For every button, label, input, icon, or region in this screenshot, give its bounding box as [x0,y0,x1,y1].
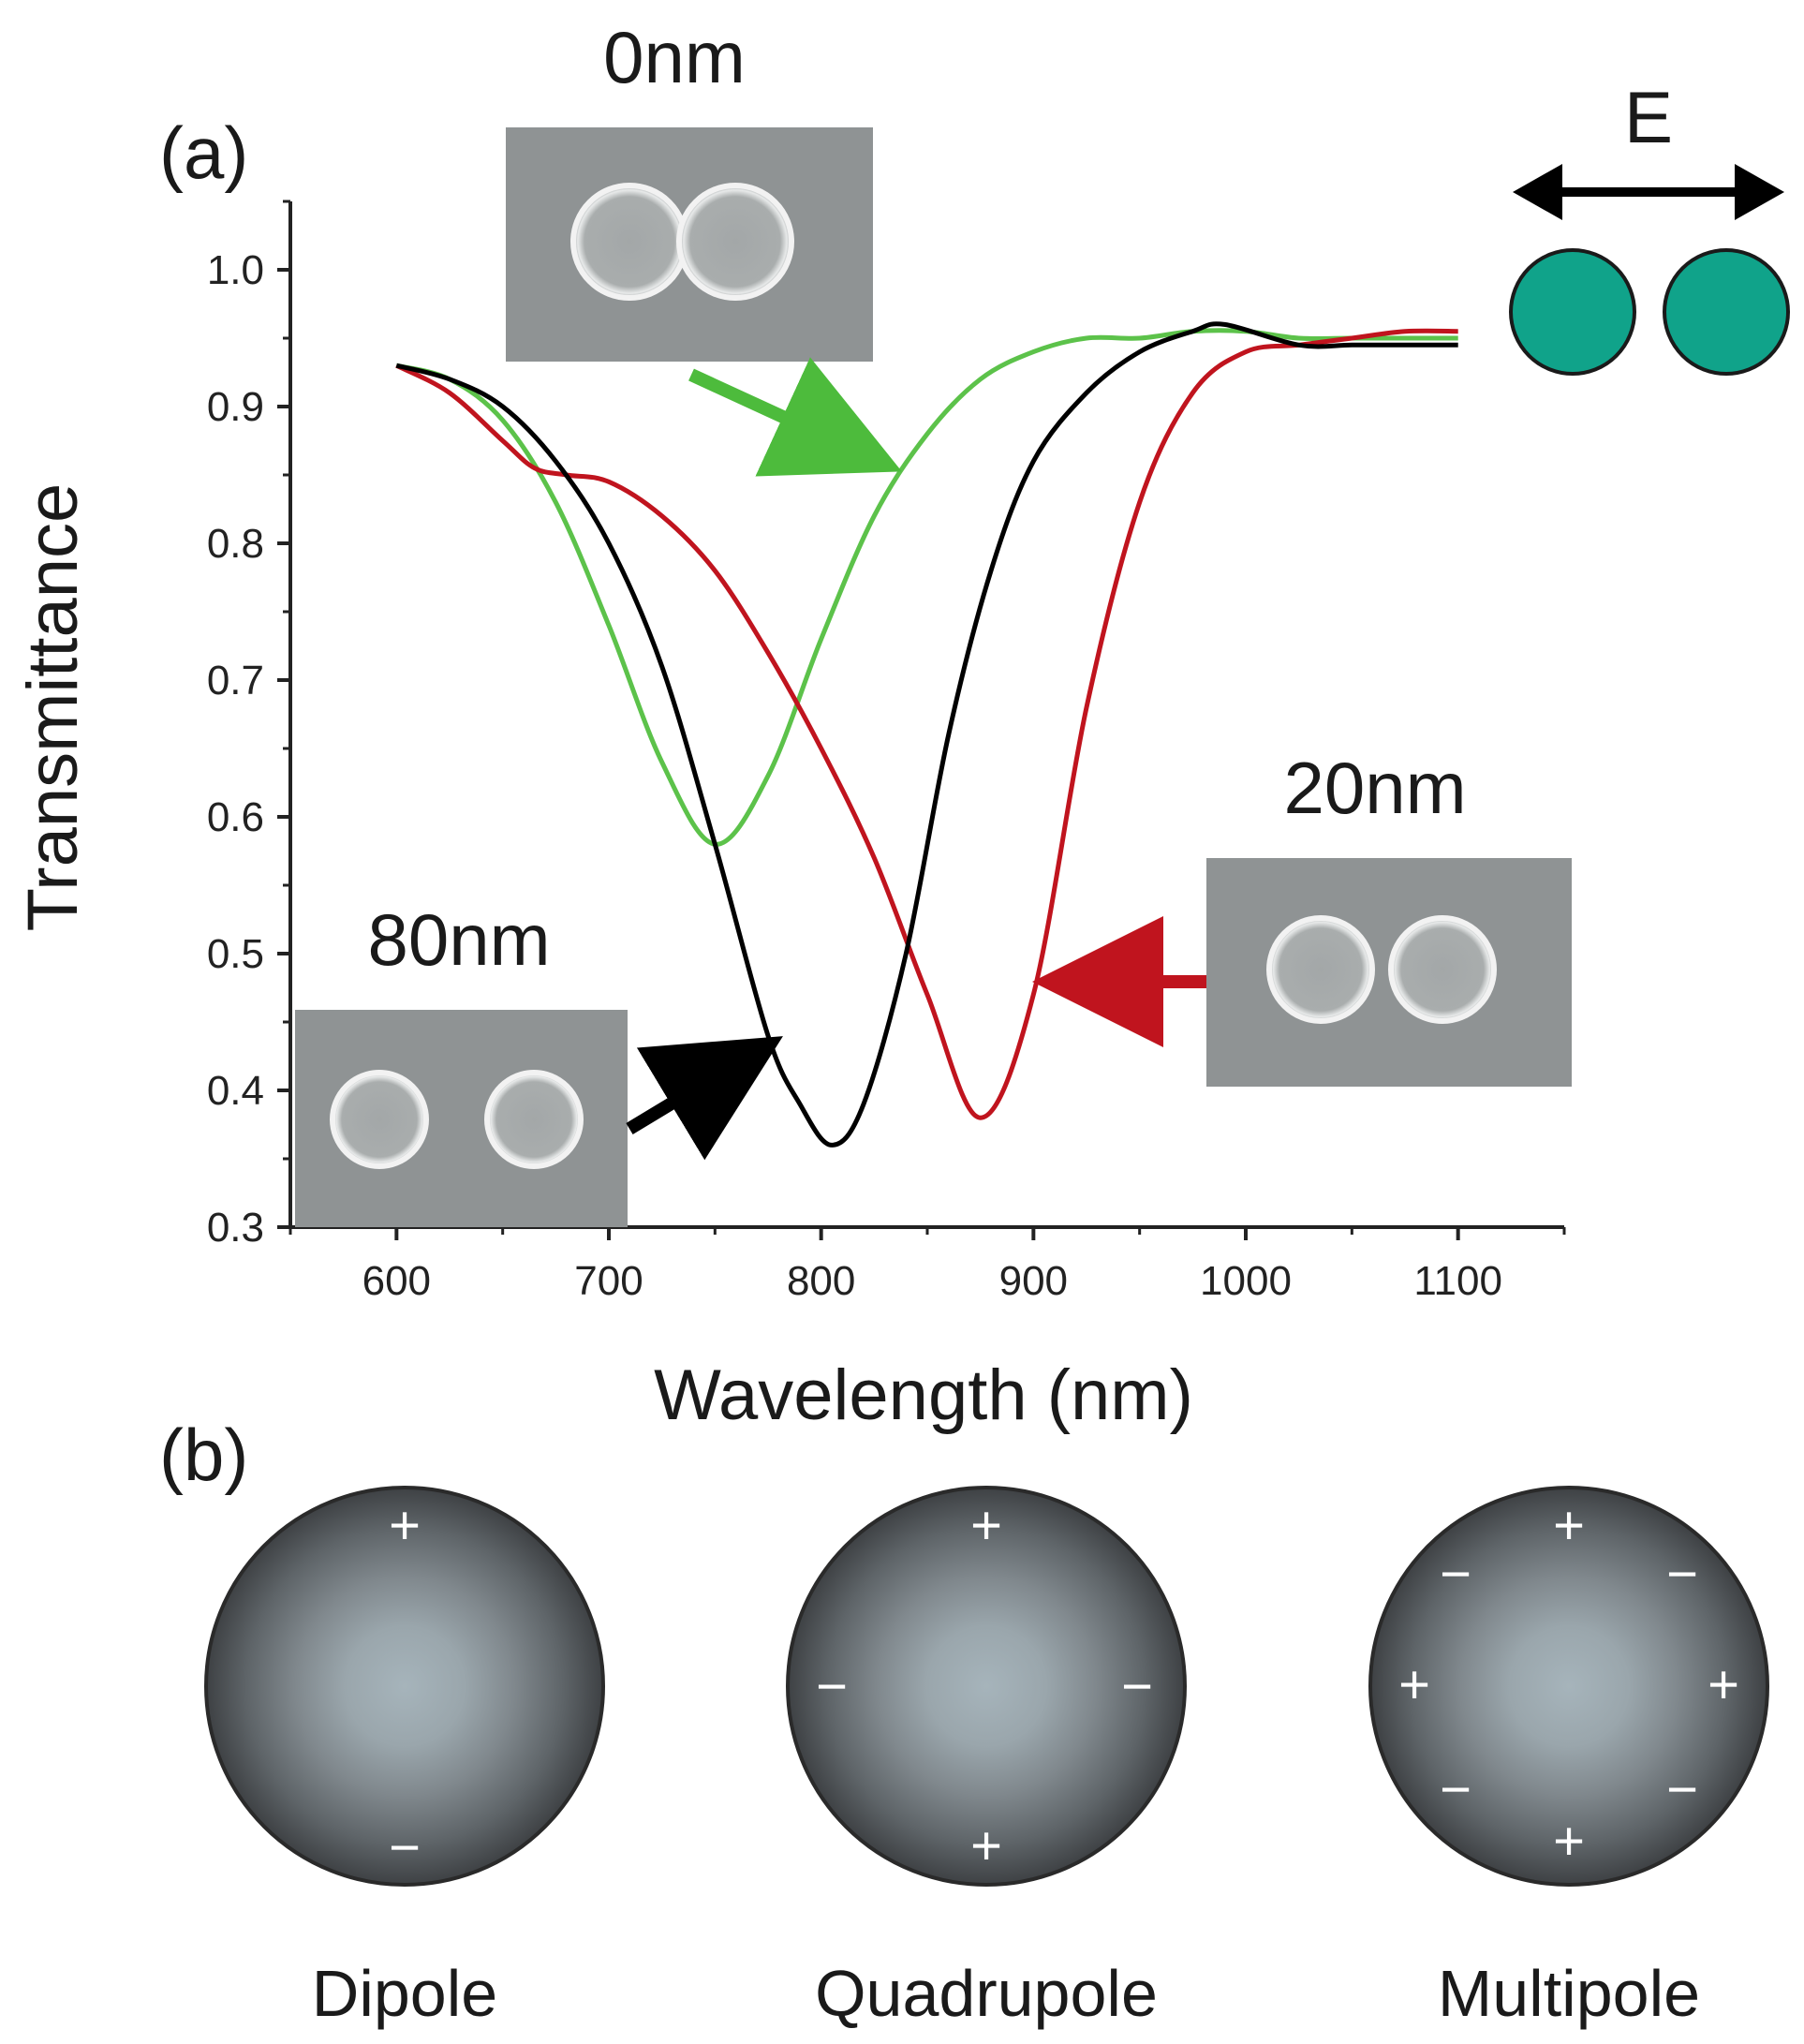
dipole-label: Dipole [312,1957,497,2030]
efield-arrow-left-head [1513,164,1562,220]
inset-20nm-label: 20nm [1283,747,1466,829]
particle-80nm-right [484,1070,584,1169]
quadrupole-label: Quadrupole [815,1957,1158,2030]
x-tick-label: 600 [362,1258,431,1304]
particle-80nm-left [330,1070,429,1169]
inset-0nm: 0nm [506,16,902,477]
x-tick-label: 700 [574,1258,643,1304]
mode-quadrupole: + − − + Quadrupole [786,1486,1187,2030]
quadrupole-charge-bottom: + [970,1815,1002,1876]
series-line-20nm [395,328,1458,1120]
ticks [277,200,1566,1240]
particle-0nm-left [570,183,688,301]
mode-dipole: + − Dipole [204,1486,605,2030]
particle-20nm-left [1266,915,1375,1024]
efield-particle-right [1663,248,1790,376]
inset-80nm-label: 80nm [367,898,550,981]
quadrupole-sphere [786,1486,1187,1887]
inset-0nm-label: 0nm [603,16,746,98]
quadrupole-charge-top: + [970,1495,1002,1556]
multipole-charge-upper-left: − [1440,1544,1471,1605]
tick-labels: 600 700 800 900 1000 1100 0.3 0.4 0.5 0.6 0.7 0.8 0.… [207,247,1502,1304]
multipole-charge-left: + [1398,1654,1430,1715]
inset-80nm: 80nm [295,898,783,1227]
quadrupole-charge-left: − [816,1656,848,1717]
arrow-80nm [626,1036,783,1161]
panel-b-label: (b) [159,1414,248,1496]
x-tick-label: 1000 [1200,1258,1292,1304]
panel-a-label: (a) [159,111,248,194]
dipole-sphere [204,1486,605,1887]
x-tick-label: 900 [999,1258,1068,1304]
multipole-sphere [1368,1486,1769,1887]
x-tick-label: 1100 [1413,1258,1502,1304]
multipole-charge-bottom: + [1553,1811,1585,1872]
multipole-label: Multipole [1438,1957,1700,2030]
y-tick-label: 0.5 [207,931,264,977]
dipole-charge-top: + [389,1495,421,1556]
arrow-0nm [688,357,902,477]
multipole-charge-lower-left: − [1440,1759,1471,1820]
series-line-80nm [395,321,1458,1148]
y-tick-label: 1.0 [207,247,264,293]
y-tick-label: 0.3 [207,1205,264,1251]
particle-20nm-right [1388,915,1497,1024]
efield-label: E [1624,76,1673,158]
multipole-charge-right: + [1708,1654,1739,1715]
y-tick-label: 0.4 [207,1068,264,1114]
y-axis-title: Transmittance [13,483,93,932]
efield-schematic: E [1509,76,1790,376]
x-tick-label: 800 [787,1258,855,1304]
particle-0nm-right [676,183,794,301]
multipole-charge-top: + [1553,1495,1585,1556]
x-axis-title: Wavelength (nm) [654,1355,1193,1435]
series-layer [395,321,1458,1148]
inset-20nm: 20nm [1032,747,1572,1087]
efield-arrow-right-head [1735,164,1784,220]
quadrupole-charge-right: − [1121,1656,1153,1717]
y-tick-label: 0.9 [207,384,264,430]
y-tick-label: 0.7 [207,658,264,704]
y-tick-label: 0.6 [207,794,264,840]
multipole-charge-lower-right: − [1666,1759,1698,1820]
y-tick-label: 0.8 [207,521,264,567]
multipole-charge-upper-right: − [1666,1544,1698,1605]
mode-multipole: + − − + + − − + Multipole [1368,1486,1769,2030]
dipole-charge-bottom: − [389,1817,421,1878]
efield-particle-left [1509,248,1636,376]
